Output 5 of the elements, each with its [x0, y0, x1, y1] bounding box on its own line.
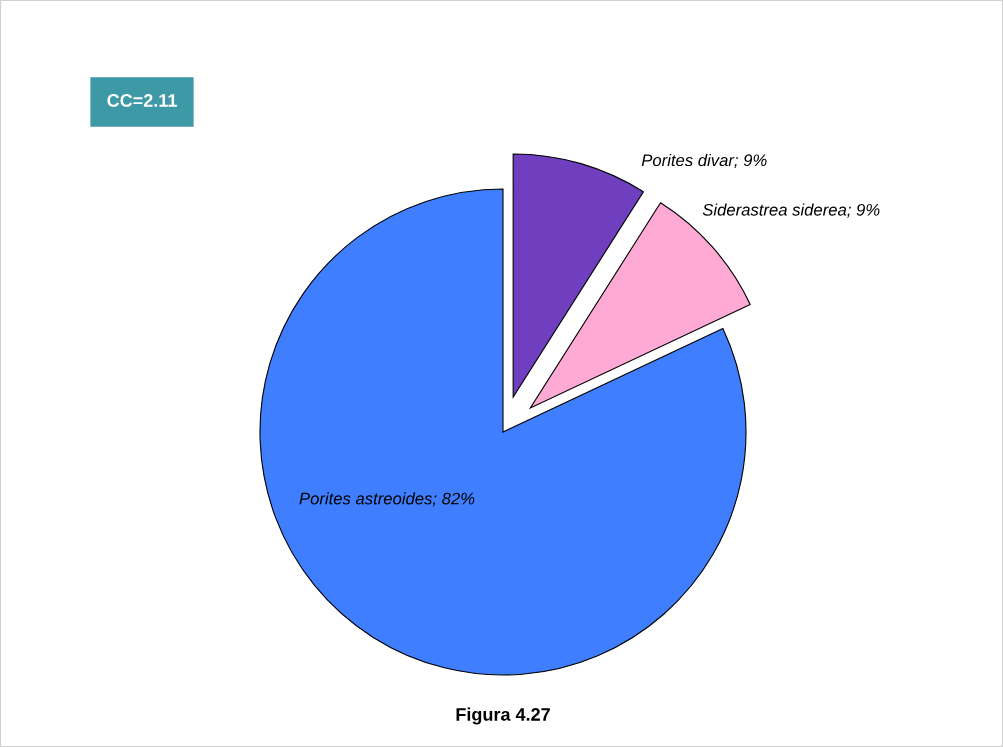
slice-label: Porites astreoides; 82%	[299, 492, 475, 507]
text: Figura 4.27	[456, 707, 550, 725]
text: CC=2.11	[107, 94, 177, 107]
slice-label: Porites divar; 9%	[641, 153, 767, 169]
slice-label: Siderastrea siderea; 9%	[702, 203, 880, 218]
